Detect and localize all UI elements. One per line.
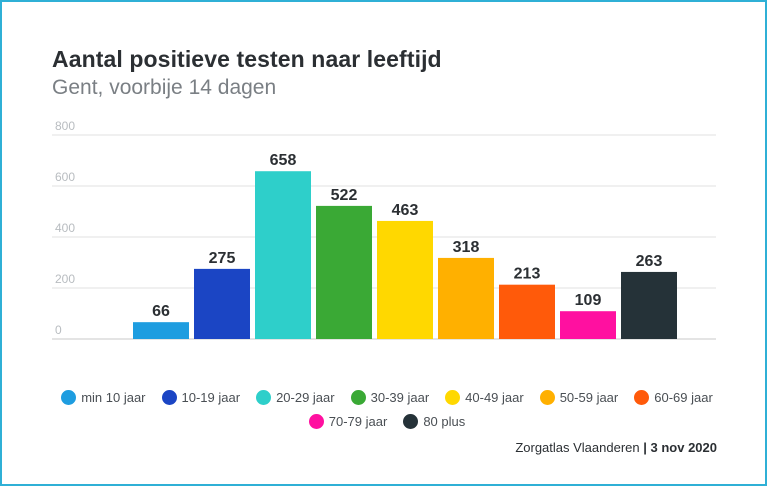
data-label: 522 bbox=[331, 187, 358, 204]
legend-item: 30-39 jaar bbox=[350, 388, 430, 406]
legend-item: 40-49 jaar bbox=[445, 388, 524, 406]
source-name: Zorgatlas Vlaanderen bbox=[515, 440, 640, 455]
bar bbox=[194, 268, 250, 339]
bar bbox=[560, 311, 616, 339]
legend-label: 30-39 jaar bbox=[370, 389, 430, 405]
data-label: 658 bbox=[270, 152, 297, 169]
source-separator: | bbox=[639, 440, 651, 455]
legend-swatch bbox=[403, 413, 419, 429]
legend-swatch bbox=[350, 389, 366, 405]
chart-subtitle: Gent, voorbije 14 dagen bbox=[52, 76, 277, 99]
bar bbox=[621, 271, 677, 339]
legend-swatch bbox=[634, 389, 650, 405]
bar bbox=[377, 220, 433, 339]
legend-item: min 10 jaar bbox=[61, 388, 146, 406]
bar bbox=[499, 284, 555, 339]
legend-item: 60-69 jaar bbox=[634, 388, 713, 406]
data-label: 463 bbox=[392, 202, 419, 219]
legend-label: min 10 jaar bbox=[81, 389, 146, 405]
legend-swatch bbox=[308, 413, 324, 429]
bar bbox=[316, 205, 372, 339]
bar-chart: 0 200 400 600 800 66 275 658 522 463 318 213 109 263 bbox=[52, 119, 716, 340]
legend: min 10 jaar 10-19 jaar 20-29 jaar 30-39 jaa… bbox=[42, 388, 732, 430]
data-label: 263 bbox=[636, 253, 663, 270]
legend-label: 50-59 jaar bbox=[559, 389, 619, 405]
legend-item: 20-29 jaar bbox=[256, 388, 335, 406]
bar bbox=[133, 322, 189, 339]
legend-item: 70-79 jaar bbox=[308, 412, 388, 430]
legend-label: 40-49 jaar bbox=[465, 389, 524, 405]
legend-swatch bbox=[256, 389, 272, 405]
legend-swatch bbox=[539, 389, 555, 405]
y-tick-label: 600 bbox=[55, 170, 75, 184]
data-label: 66 bbox=[152, 303, 170, 320]
legend-swatch bbox=[445, 389, 461, 405]
y-tick-label: 800 bbox=[55, 119, 75, 133]
chart-title: Aantal positieve testen naar leeftijd bbox=[52, 46, 442, 72]
data-label: 275 bbox=[209, 250, 236, 267]
legend-swatch bbox=[161, 389, 177, 405]
legend-label: 20-29 jaar bbox=[276, 389, 335, 405]
legend-label: 60-69 jaar bbox=[654, 389, 713, 405]
legend-item: 10-19 jaar bbox=[161, 388, 241, 406]
y-tick-label: 0 bbox=[55, 323, 62, 337]
y-tick-label: 200 bbox=[55, 272, 75, 286]
data-label: 213 bbox=[514, 266, 541, 283]
legend-label: 10-19 jaar bbox=[181, 389, 241, 405]
legend-label: 70-79 jaar bbox=[328, 413, 388, 429]
source-credit: Zorgatlas Vlaanderen | 3 nov 2020 bbox=[515, 440, 717, 455]
legend-item: 50-59 jaar bbox=[539, 388, 619, 406]
source-date: 3 nov 2020 bbox=[650, 440, 718, 455]
bar bbox=[255, 171, 311, 339]
legend-swatch bbox=[61, 389, 77, 405]
data-label: 318 bbox=[453, 239, 480, 256]
y-tick-label: 400 bbox=[55, 221, 75, 235]
bar bbox=[438, 257, 494, 339]
legend-label: 80 plus bbox=[423, 413, 466, 429]
data-label: 109 bbox=[575, 292, 602, 309]
legend-item: 80 plus bbox=[403, 412, 465, 430]
